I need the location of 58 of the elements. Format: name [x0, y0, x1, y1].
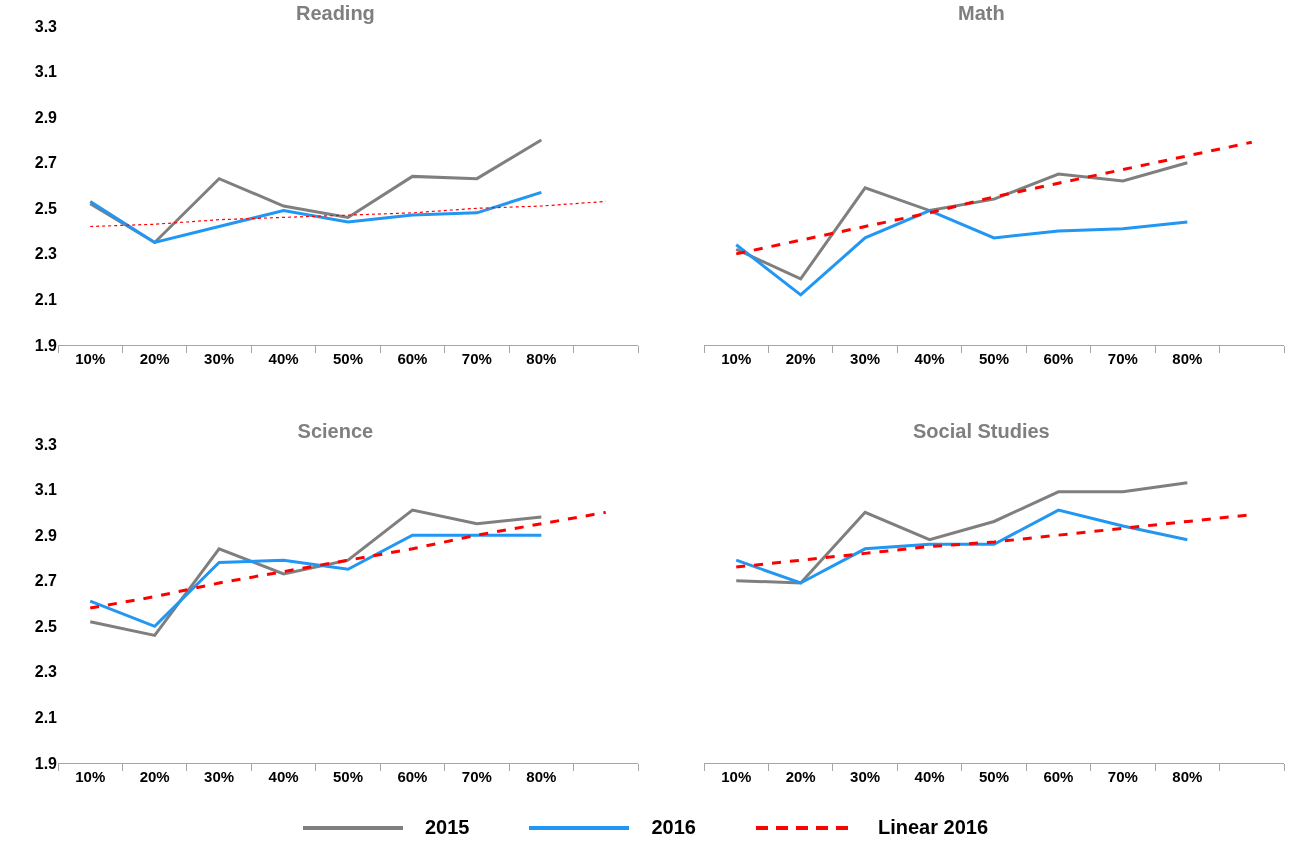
x-tick-label: 10% — [721, 350, 752, 367]
x-tick-label: 40% — [268, 350, 299, 367]
y-tick-label: 3.3 — [34, 17, 58, 35]
x-tick-label: 30% — [850, 768, 881, 785]
x-tick-label: 80% — [1172, 768, 1203, 785]
x-tick-label: 20% — [139, 768, 170, 785]
x-tick-label: 70% — [1107, 350, 1138, 367]
y-tick-label: 2.3 — [34, 663, 58, 681]
x-tick-label: 60% — [397, 768, 428, 785]
x-tick-label: 60% — [397, 350, 428, 367]
x-tick-label: 70% — [461, 350, 492, 367]
x-tick-label: 40% — [268, 768, 299, 785]
y-tick-label: 2.5 — [34, 617, 58, 635]
y-tick-label: 2.1 — [34, 709, 58, 727]
x-tick-label: 10% — [721, 768, 752, 785]
x-tick-label: 50% — [978, 350, 1010, 367]
x-tick-label: 20% — [785, 350, 816, 367]
x-tick-label: 80% — [526, 350, 557, 367]
x-tick-label: 70% — [1107, 768, 1138, 785]
x-tick-label: 20% — [139, 350, 170, 367]
x-tick-label: 20% — [785, 768, 816, 785]
line-series — [88, 533, 543, 628]
chart-title: Social Studies — [913, 420, 1050, 442]
y-tick-label: 3.1 — [34, 481, 58, 499]
x-tick-label: 50% — [978, 768, 1010, 785]
x-tick-label: 60% — [1043, 768, 1074, 785]
y-tick-label: 2.9 — [34, 526, 58, 544]
x-tick-label: 10% — [75, 768, 106, 785]
y-tick-label: 1.9 — [34, 754, 58, 772]
y-tick-label: 2.9 — [34, 108, 58, 126]
chart-title: Science — [297, 420, 374, 442]
x-tick-label: 30% — [850, 350, 881, 367]
line-series — [88, 510, 608, 610]
x-tick-label: 50% — [332, 768, 364, 785]
chart-title: Reading — [295, 2, 375, 24]
y-tick-label: 2.3 — [34, 245, 58, 263]
x-tick-label: 10% — [75, 350, 106, 367]
x-tick-label: 40% — [914, 350, 945, 367]
legend-label: 2015 — [424, 816, 470, 839]
x-tick-label: 40% — [914, 768, 945, 785]
x-tick-label: 30% — [204, 768, 235, 785]
y-tick-label: 3.3 — [34, 435, 58, 453]
y-tick-label: 2.7 — [34, 572, 58, 590]
x-tick-label: 80% — [526, 768, 557, 785]
y-tick-label: 3.1 — [34, 63, 58, 81]
y-tick-label: 1.9 — [34, 336, 58, 354]
legend-label: 2016 — [651, 816, 696, 839]
y-tick-label: 2.1 — [34, 291, 58, 309]
x-tick-label: 50% — [332, 350, 364, 367]
line-series — [88, 190, 543, 244]
x-tick-label: 30% — [204, 350, 235, 367]
y-tick-label: 2.5 — [34, 199, 58, 217]
legend-label: Linear 2016 — [877, 816, 989, 839]
x-tick-label: 70% — [461, 768, 492, 785]
y-tick-label: 2.7 — [34, 154, 58, 172]
chart-title: Math — [958, 2, 1005, 24]
x-tick-label: 80% — [1172, 350, 1203, 367]
x-tick-label: 60% — [1043, 350, 1074, 367]
